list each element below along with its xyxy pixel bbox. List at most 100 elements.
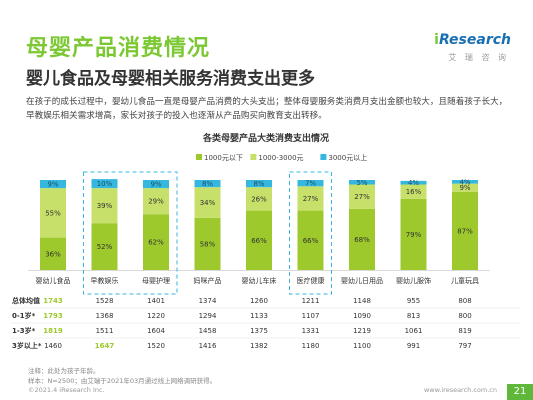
category-label-0: 婴幼儿食品	[36, 276, 71, 285]
bar-label-8-1: 9%	[459, 184, 470, 192]
table-cell-0-0: 1743	[43, 297, 63, 305]
bar-0-1	[40, 188, 66, 238]
bar-label-3-1: 34%	[200, 199, 216, 207]
bar-0-2	[40, 180, 66, 189]
table-cell-1-7: 813	[407, 312, 420, 320]
bar-label-2-2: 9%	[150, 181, 161, 189]
table-cell-2-7: 1061	[405, 327, 423, 335]
table-cell-2-4: 1375	[250, 327, 268, 335]
footnote-sample: 样本：N=2500；由艾瑞于2021年03月通过线上网络调研获得。	[28, 377, 217, 385]
bar-label-7-0: 79%	[406, 231, 422, 239]
table-cell-2-2: 1604	[147, 327, 165, 335]
bottom-bar: ©2021.4 iResearch Inc. www.iresearch.com…	[0, 386, 533, 400]
bar-label-7-1: 16%	[406, 188, 422, 196]
table-cell-3-6: 1100	[353, 342, 371, 350]
bar-label-1-2: 10%	[97, 180, 113, 188]
table-cell-0-4: 1260	[250, 297, 268, 305]
bar-label-5-2: 7%	[305, 180, 316, 188]
highlight-box-1	[289, 171, 332, 295]
page-number: 21	[507, 384, 533, 400]
bar-4-1	[246, 187, 272, 211]
bar-2-0	[143, 214, 169, 270]
table-cell-0-7: 955	[407, 297, 420, 305]
table-cell-3-8: 797	[458, 342, 471, 350]
table-cell-3-5: 1180	[302, 342, 320, 350]
table-cell-3-3: 1416	[199, 342, 217, 350]
bar-4-0	[246, 210, 272, 270]
table-cell-1-2: 1220	[147, 312, 165, 320]
bar-label-5-1: 27%	[303, 195, 319, 203]
bar-5-0	[297, 210, 324, 270]
bar-6-2	[349, 180, 375, 185]
bar-7-0	[400, 198, 427, 270]
table-row-label-0: 总体均值	[12, 296, 40, 305]
site-url: www.iresearch.com.cn	[423, 386, 497, 394]
bar-1-2	[91, 179, 118, 189]
table-cell-3-2: 1520	[147, 342, 165, 350]
legend-swatch-2	[320, 154, 327, 160]
chart-title: 各类母婴产品大类消费支出情况	[202, 132, 329, 144]
legend-swatch-1	[250, 154, 257, 160]
logo-brand: iResearch	[434, 32, 511, 48]
legend-label-1: 1000-3000元	[258, 154, 303, 162]
table-cell-2-1: 1511	[96, 327, 114, 335]
table-cell-1-4: 1133	[250, 312, 268, 320]
category-label-4: 婴幼儿车床	[242, 276, 277, 285]
page-subtitle: 婴儿食品及母婴相关服务消费支出更多	[26, 69, 315, 89]
table-cell-1-6: 1090	[353, 312, 371, 320]
table-cell-1-3: 1294	[199, 312, 217, 320]
bar-label-1-0: 52%	[97, 243, 113, 251]
table-cell-0-1: 1528	[96, 297, 114, 305]
table-cell-3-4: 1382	[250, 342, 268, 350]
bar-label-4-0: 66%	[251, 237, 267, 245]
table-cell-1-0: 1793	[43, 312, 63, 320]
table-cell-0-3: 1374	[199, 297, 217, 305]
legend-label-2: 3000元以上	[328, 153, 367, 162]
table-cell-0-6: 1148	[353, 297, 371, 305]
bar-1-1	[91, 188, 118, 224]
bar-label-2-0: 62%	[148, 239, 164, 247]
highlight-box-0	[83, 171, 178, 295]
bar-label-5-0: 66%	[303, 237, 319, 245]
bar-3-0	[194, 217, 221, 270]
bar-2-1	[143, 188, 169, 215]
bar-label-0-1: 55%	[45, 209, 61, 217]
table-cell-2-3: 1458	[199, 327, 217, 335]
table-cell-1-5: 1107	[302, 312, 320, 320]
table-cell-3-7: 991	[407, 342, 420, 350]
bar-label-8-2: 4%	[459, 178, 470, 186]
category-label-6: 婴幼儿日用品	[341, 276, 383, 285]
bar-label-6-0: 68%	[354, 236, 370, 244]
table-cell-2-8: 819	[458, 327, 471, 335]
footnote-note: 注释：此处为孩子年龄。	[28, 367, 100, 375]
bar-5-2	[297, 180, 324, 187]
bar-3-1	[194, 187, 221, 218]
table-row-label-1: 0-1岁*	[12, 311, 36, 320]
table-cell-2-6: 1219	[353, 327, 371, 335]
bar-7-2	[400, 180, 427, 185]
bar-label-6-1: 27%	[354, 193, 370, 201]
bar-label-0-2: 9%	[47, 181, 58, 189]
bar-label-3-2: 8%	[202, 180, 213, 188]
table-row-label-3: 3岁以上*	[12, 341, 42, 350]
bar-label-0-0: 36%	[45, 250, 61, 258]
bar-2-2	[143, 180, 169, 189]
bar-6-0	[349, 208, 375, 270]
bar-label-7-2: 4%	[408, 179, 419, 187]
category-label-2: 母婴护理	[142, 276, 170, 285]
table-cell-0-2: 1401	[147, 297, 165, 305]
table-cell-0-8: 808	[458, 297, 471, 305]
table-cell-1-1: 1368	[96, 312, 114, 320]
iresearch-logo: iResearch 艾 瑞 咨 询	[434, 30, 513, 70]
table-cell-1-8: 800	[458, 312, 471, 320]
category-label-7: 婴幼儿服饰	[396, 276, 431, 285]
table-cell-3-1: 1647	[95, 342, 115, 350]
logo-cn: 艾 瑞 咨 询	[448, 53, 509, 62]
bar-label-8-0: 87%	[457, 227, 473, 235]
category-label-5: 医疗健康	[297, 276, 325, 285]
bar-8-1	[452, 183, 478, 192]
bar-label-4-1: 26%	[251, 195, 267, 203]
bar-label-2-1: 29%	[148, 198, 164, 206]
table-cell-0-5: 1211	[302, 297, 320, 305]
